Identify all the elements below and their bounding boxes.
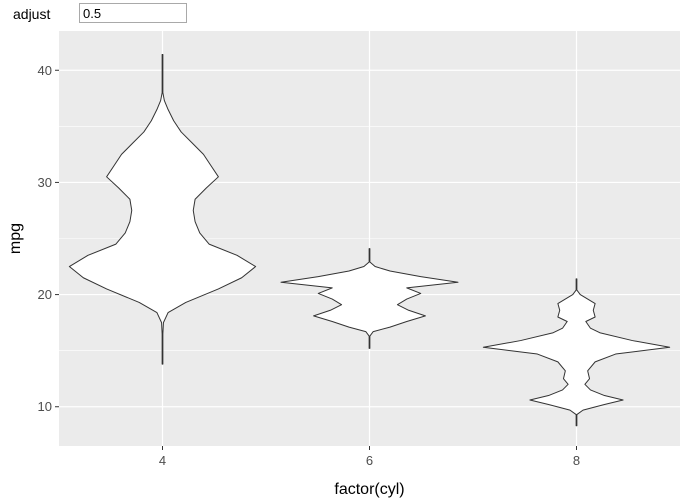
x-tick-label: 6 — [366, 453, 373, 468]
y-tick-label: 40 — [38, 63, 52, 78]
violin-4 — [68, 54, 257, 365]
adjust-input[interactable] — [79, 3, 187, 23]
y-tick-label: 30 — [38, 175, 52, 190]
violins — [68, 54, 671, 427]
x-tick-label: 4 — [159, 453, 166, 468]
x-tick-label: 8 — [573, 453, 580, 468]
y-axis-title: mpg — [7, 223, 24, 254]
x-axis: 4 6 8 — [159, 446, 580, 468]
x-axis-title: factor(cyl) — [334, 481, 404, 498]
violin-6 — [280, 248, 459, 349]
y-tick-label: 20 — [38, 287, 52, 302]
y-axis: 10 20 30 40 — [38, 63, 59, 414]
adjust-control: adjust — [0, 0, 684, 30]
violin-8 — [482, 278, 671, 427]
adjust-label: adjust — [13, 6, 51, 22]
y-tick-label: 10 — [38, 399, 52, 414]
